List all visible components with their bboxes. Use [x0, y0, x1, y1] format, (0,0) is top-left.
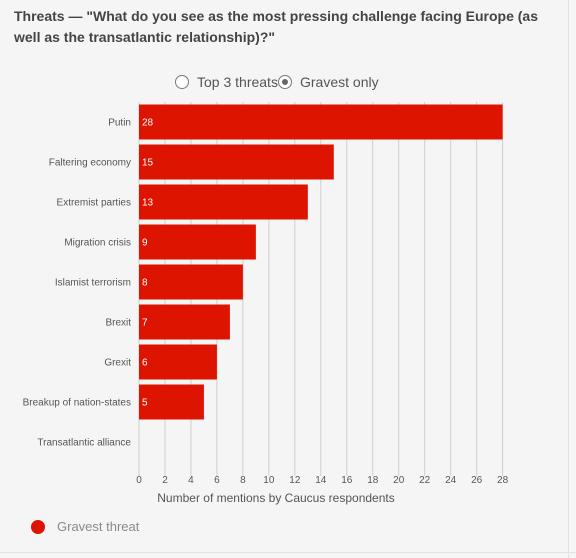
- x-tick-label: 12: [289, 475, 301, 486]
- data-label: 8: [142, 278, 148, 289]
- category-label: Faltering economy: [49, 158, 131, 169]
- legend-dot-icon: [31, 519, 45, 534]
- x-tick-label: 28: [497, 475, 509, 486]
- x-tick-label: 22: [419, 475, 431, 486]
- x-tick-label: 20: [393, 475, 405, 486]
- legend-label: Gravest threat: [57, 519, 140, 534]
- x-tick-label: 2: [162, 475, 168, 486]
- x-tick-label: 18: [367, 475, 379, 486]
- x-tick-label: 14: [315, 475, 327, 486]
- data-label: 9: [142, 238, 148, 249]
- x-tick-label: 26: [471, 475, 483, 486]
- category-label: Migration crisis: [64, 238, 131, 249]
- legend[interactable]: Gravest threat: [31, 519, 139, 534]
- x-tick-label: 0: [136, 475, 142, 486]
- x-tick-label: 24: [445, 475, 457, 486]
- bar: [139, 224, 256, 260]
- category-label: Putin: [108, 118, 131, 129]
- data-label: 15: [142, 158, 154, 169]
- data-label: 7: [142, 318, 148, 329]
- category-label: Transatlantic alliance: [37, 438, 131, 449]
- radio-icon[interactable]: [175, 75, 189, 89]
- bar: [139, 184, 308, 220]
- x-tick-label: 4: [188, 475, 194, 486]
- category-label: Islamist terrorism: [55, 278, 131, 289]
- category-label: Grexit: [104, 358, 131, 369]
- data-label: 28: [142, 118, 154, 129]
- bar: [139, 304, 230, 340]
- x-tick-labels: 0 2 4 6 8 10 12 14 16 18 20 22 24 26 28: [136, 475, 508, 486]
- x-tick-label: 10: [263, 475, 275, 486]
- category-labels: Putin Faltering economy Extremist parties M…: [23, 118, 132, 449]
- x-tick-label: 6: [214, 475, 220, 486]
- toggle-label-top-3: Top 3 threats: [197, 74, 278, 90]
- category-label: Brexit: [105, 318, 131, 329]
- data-label: 5: [142, 398, 148, 409]
- bar: [139, 144, 334, 180]
- chart-title: Threats — "What do you see as the most p…: [14, 8, 538, 45]
- bar: [139, 344, 217, 380]
- data-label: 13: [142, 198, 154, 209]
- toggle-top-3-threats[interactable]: Top 3 threats: [175, 72, 278, 92]
- x-tick-label: 8: [240, 475, 246, 486]
- frame-right-border: [568, 0, 569, 558]
- bar: [139, 264, 243, 300]
- bars: 28 15 13 9 8 7 6 5: [139, 104, 503, 420]
- category-label: Extremist parties: [57, 198, 131, 209]
- radio-checked-icon[interactable]: [278, 75, 292, 89]
- frame-bottom-border: [0, 552, 576, 553]
- bar: [139, 384, 204, 420]
- x-axis-label: Number of mentions by Caucus respondents: [157, 491, 394, 505]
- bar: [139, 104, 503, 140]
- x-tick-label: 16: [341, 475, 353, 486]
- toggle-gravest-only[interactable]: Gravest only: [278, 72, 379, 92]
- toggle-label-gravest: Gravest only: [300, 74, 379, 90]
- data-label: 6: [142, 358, 148, 369]
- category-label: Breakup of nation-states: [23, 398, 131, 409]
